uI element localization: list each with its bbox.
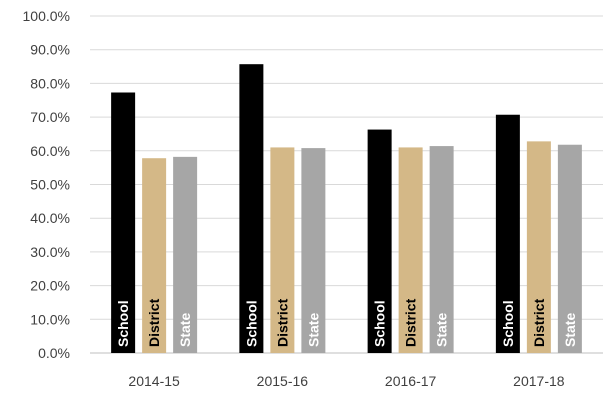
bar-series-label: State: [434, 313, 450, 347]
y-tick-label: 10.0%: [30, 311, 70, 327]
bars: School District State School District State Sc…: [111, 64, 582, 354]
x-tick-label: 2016-17: [385, 373, 437, 389]
bar-state-2016-17: [429, 146, 454, 353]
bar-school-2014-15: [111, 92, 136, 354]
y-tick-label: 70.0%: [30, 109, 70, 125]
bar-district-2017-18: [526, 141, 551, 353]
gridlines: [90, 15, 603, 354]
y-tick-label: 100.0%: [23, 8, 70, 24]
y-tick-label: 90.0%: [30, 42, 70, 58]
bar-school-2016-17: [367, 129, 392, 353]
bar-school-2015-16: [239, 64, 264, 353]
bar-district-2014-15: [142, 158, 167, 353]
y-tick-label: 60.0%: [30, 143, 70, 159]
bar-district-2016-17: [398, 147, 423, 353]
y-tick-label: 40.0%: [30, 210, 70, 226]
y-tick-label: 0.0%: [38, 345, 70, 361]
bar-series-label: State: [177, 313, 193, 347]
bar-state-2017-18: [557, 144, 582, 353]
x-tick-label: 2014-15: [128, 373, 180, 389]
x-tick-label: 2017-18: [513, 373, 565, 389]
y-tick-label: 50.0%: [30, 177, 70, 193]
bar-state-2014-15: [173, 156, 198, 353]
x-tick-label: 2015-16: [257, 373, 309, 389]
x-axis: 2014-15 2015-16 2016-17 2017-18: [128, 373, 564, 389]
y-tick-label: 80.0%: [30, 75, 70, 91]
bar-series-label: State: [562, 313, 578, 347]
bar-series-label: State: [305, 313, 321, 347]
bar-series-label: District: [403, 298, 419, 347]
bar-state-2015-16: [301, 148, 326, 353]
y-tick-label: 30.0%: [30, 244, 70, 260]
bar-series-label: School: [115, 300, 131, 347]
bar-series-label: School: [243, 300, 259, 347]
bar-series-label: District: [531, 298, 547, 347]
y-axis: 0.0% 10.0% 20.0% 30.0% 40.0% 50.0% 60.0% 70.0% 8…: [23, 8, 70, 361]
bar-series-label: District: [146, 298, 162, 347]
bar-series-label: School: [372, 300, 388, 347]
bar-series-label: School: [500, 300, 516, 347]
bar-series-label: District: [274, 298, 290, 347]
bar-district-2015-16: [270, 147, 295, 353]
y-tick-label: 20.0%: [30, 278, 70, 294]
bar-school-2017-18: [495, 114, 520, 353]
